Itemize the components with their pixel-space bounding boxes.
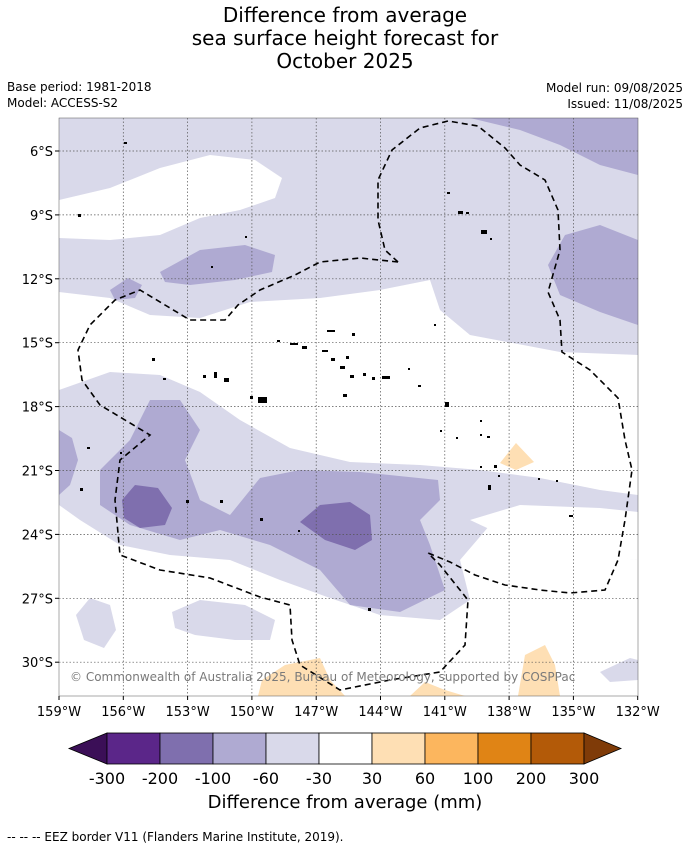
contour-dark-west bbox=[122, 485, 172, 528]
lon-label: 153°W bbox=[166, 705, 210, 720]
colorbar-tick-label: -30 bbox=[306, 769, 332, 788]
contour-white-nw bbox=[59, 155, 282, 240]
contour-orange-1 bbox=[500, 443, 534, 470]
colorbar-extend-min bbox=[67, 732, 108, 765]
colorbar-tick-label: 30 bbox=[362, 769, 382, 788]
colorbar-segment bbox=[265, 732, 320, 765]
colorbar-tick-label: 200 bbox=[516, 769, 547, 788]
lat-label: 21°S bbox=[22, 465, 53, 480]
lat-label: 6°S bbox=[30, 145, 53, 160]
lon-label: 156°W bbox=[101, 705, 145, 720]
colorbar-tick-label: -300 bbox=[89, 769, 125, 788]
colorbar-segment bbox=[371, 732, 426, 765]
colorbar-segment bbox=[424, 732, 479, 765]
eez-footnote: -- -- -- EEZ border V11 (Flanders Marine… bbox=[7, 830, 344, 844]
colorbar-segment bbox=[212, 732, 267, 765]
model-run-text: Model run: 09/08/2025 bbox=[545, 81, 683, 95]
colorbar: -300 -200 -100 -60 -30 30 60 100 200 300 bbox=[67, 732, 623, 788]
lat-label: 18°S bbox=[22, 401, 53, 416]
title-line-2: sea surface height forecast for bbox=[191, 26, 499, 50]
map-title: Difference from average sea surface heig… bbox=[0, 4, 690, 73]
lat-label: 30°S bbox=[22, 656, 53, 671]
colorbar-extend-max bbox=[583, 732, 623, 765]
lat-label: 24°S bbox=[22, 528, 53, 543]
colorbar-segment bbox=[106, 732, 161, 765]
colorbar-segment bbox=[318, 732, 373, 765]
meta-right: Model run: 09/08/2025 Issued: 11/08/2025 bbox=[546, 80, 683, 112]
colorbar-tick-label: 300 bbox=[569, 769, 600, 788]
lat-label: 9°S bbox=[30, 209, 53, 224]
contour-mid-ne bbox=[470, 118, 638, 175]
base-period-text: Base period: 1981-2018 bbox=[7, 80, 152, 94]
title-line-1: Difference from average bbox=[222, 3, 468, 27]
lat-label: 27°S bbox=[22, 592, 53, 607]
lon-label: 144°W bbox=[358, 705, 402, 720]
contour-orange-3 bbox=[410, 682, 465, 696]
contour-orange-2 bbox=[258, 658, 345, 696]
contour-mid-west bbox=[59, 430, 78, 495]
lon-label: 150°W bbox=[230, 705, 274, 720]
contour-mid-nw-small bbox=[110, 278, 142, 300]
lon-label: 132°W bbox=[616, 705, 660, 720]
contour-mid-north bbox=[160, 245, 275, 285]
lon-label: 141°W bbox=[423, 705, 467, 720]
contour-light-se bbox=[600, 658, 638, 682]
colorbar-title: Difference from average (mm) bbox=[207, 792, 483, 813]
colorbar-tick-label: -100 bbox=[195, 769, 231, 788]
contour-light-s bbox=[172, 600, 275, 640]
lon-label: 138°W bbox=[487, 705, 531, 720]
colorbar-tick-label: -60 bbox=[253, 769, 279, 788]
lat-label: 12°S bbox=[22, 273, 53, 288]
contour-mid-east bbox=[548, 225, 638, 325]
contour-white-south bbox=[470, 505, 638, 560]
colorbar-tick-label: 60 bbox=[415, 769, 435, 788]
colorbar-segment bbox=[530, 732, 585, 765]
map-contours: © Commonwealth of Australia 2025, Bureau… bbox=[59, 118, 638, 696]
latitude-labels: 6°S 9°S 12°S 15°S 18°S 21°S 24°S 27°S 30°S bbox=[22, 145, 59, 671]
contour-orange-4 bbox=[518, 645, 560, 696]
colorbar-segment bbox=[477, 732, 532, 765]
islands bbox=[78, 142, 573, 611]
colorbar-tick-label: 100 bbox=[463, 769, 494, 788]
model-text: Model: ACCESS-S2 bbox=[7, 96, 119, 110]
meta-left: Base period: 1981-2018 Model: ACCESS-S2 bbox=[7, 79, 152, 111]
contour-light-sw bbox=[76, 598, 116, 648]
lon-label: 147°W bbox=[294, 705, 338, 720]
lon-label: 159°W bbox=[37, 705, 81, 720]
eez-border-east bbox=[377, 120, 633, 594]
issued-text: Issued: 11/08/2025 bbox=[567, 97, 683, 111]
title-line-3: October 2025 bbox=[276, 49, 414, 73]
copyright-text: © Commonwealth of Australia 2025, Bureau… bbox=[70, 670, 575, 684]
contour-mid-south bbox=[100, 400, 445, 612]
longitude-labels: 159°W 156°W 153°W 150°W 147°W 144°W 141°W 138°W… bbox=[37, 696, 660, 720]
eez-border-west bbox=[77, 257, 469, 691]
contour-dark-central bbox=[300, 502, 372, 550]
lon-label: 135°W bbox=[551, 705, 595, 720]
lat-label: 15°S bbox=[22, 337, 53, 352]
colorbar-segment bbox=[159, 732, 214, 765]
colorbar-tick-label: -200 bbox=[142, 769, 178, 788]
